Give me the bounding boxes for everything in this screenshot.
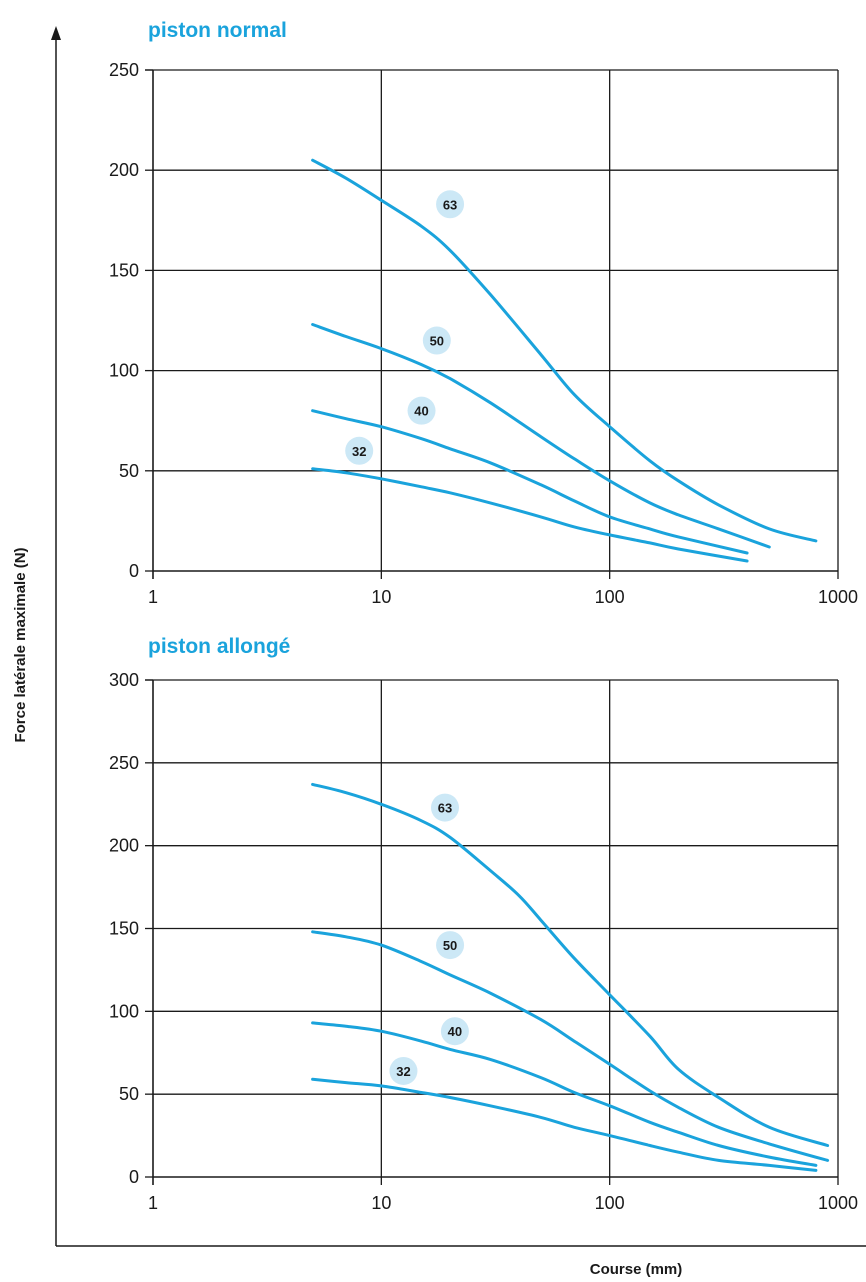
x-tick-label: 10 xyxy=(371,587,391,607)
y-tick-label: 0 xyxy=(129,1167,139,1187)
y-tick-label: 150 xyxy=(109,919,139,939)
x-tick-label: 1 xyxy=(148,587,158,607)
series-curve-40 xyxy=(311,409,749,555)
series-curve-40 xyxy=(311,1021,818,1167)
series-badge-50 xyxy=(422,326,451,355)
y-axis-arrow xyxy=(51,26,61,40)
y-tick-label: 200 xyxy=(109,160,139,180)
chart-title-piston-normal: piston normal xyxy=(148,19,287,42)
series-label-32: 32 xyxy=(396,1064,410,1079)
series-badge-63 xyxy=(436,190,465,219)
y-tick-label: 50 xyxy=(119,1084,139,1104)
y-tick-label: 250 xyxy=(109,753,139,773)
x-tick-label: 100 xyxy=(595,1193,625,1213)
y-tick-label: 50 xyxy=(119,461,139,481)
series-curve-50 xyxy=(311,323,771,549)
curves-piston-normal xyxy=(311,158,818,563)
chart-piston-normal: piston normal 63 50 40 32 0 50 100 150 200 250 1 1… xyxy=(109,19,858,607)
y-tick-label: 200 xyxy=(109,836,139,856)
grid-lines-piston-allonge xyxy=(145,679,839,1185)
series-label-40: 40 xyxy=(414,404,428,419)
x-tick-label: 1 xyxy=(148,1193,158,1213)
y-tick-label: 100 xyxy=(109,361,139,381)
series-label-32: 32 xyxy=(352,444,366,459)
ticks-piston-allonge: 0 50 100 150 200 250 300 1 10 100 1000 xyxy=(109,670,858,1213)
y-axis-label: Force latérale maximale (N) xyxy=(12,547,29,742)
x-tick-label: 1000 xyxy=(818,587,858,607)
curves-piston-allonge xyxy=(311,782,830,1172)
series-badge-40 xyxy=(407,396,436,425)
series-badge-32 xyxy=(345,436,374,465)
x-tick-label: 10 xyxy=(371,1193,391,1213)
series-badge-50 xyxy=(436,931,465,960)
series-label-50: 50 xyxy=(430,334,444,349)
labels-piston-allonge: 63 50 40 32 xyxy=(389,793,469,1085)
grid-lines-piston-normal xyxy=(145,69,839,579)
chart-title-piston-allonge: piston allongé xyxy=(148,635,290,658)
series-badge-40 xyxy=(440,1017,469,1046)
series-curve-32 xyxy=(311,1077,818,1172)
ticks-piston-normal: 0 50 100 150 200 250 1 10 100 1000 xyxy=(109,60,858,607)
y-tick-label: 150 xyxy=(109,260,139,280)
y-tick-label: 250 xyxy=(109,60,139,80)
series-label-40: 40 xyxy=(448,1024,462,1039)
series-curve-50 xyxy=(311,930,830,1162)
series-curve-63 xyxy=(311,158,818,543)
y-tick-label: 100 xyxy=(109,1001,139,1021)
labels-piston-normal: 63 50 40 32 xyxy=(345,190,465,465)
x-tick-label: 100 xyxy=(595,587,625,607)
chart-piston-allonge: piston allongé 63 50 40 32 0 50 100 150 200 250 3… xyxy=(109,635,858,1213)
y-tick-label: 0 xyxy=(129,561,139,581)
x-axis-label: Course (mm) xyxy=(590,1261,683,1278)
series-label-63: 63 xyxy=(438,801,452,816)
y-tick-label: 300 xyxy=(109,670,139,690)
series-label-63: 63 xyxy=(443,197,457,212)
x-tick-label: 1000 xyxy=(818,1193,858,1213)
series-badge-63 xyxy=(430,793,459,822)
series-badge-32 xyxy=(389,1056,418,1085)
series-label-50: 50 xyxy=(443,938,457,953)
series-curve-32 xyxy=(311,467,749,563)
series-curve-63 xyxy=(311,782,830,1147)
